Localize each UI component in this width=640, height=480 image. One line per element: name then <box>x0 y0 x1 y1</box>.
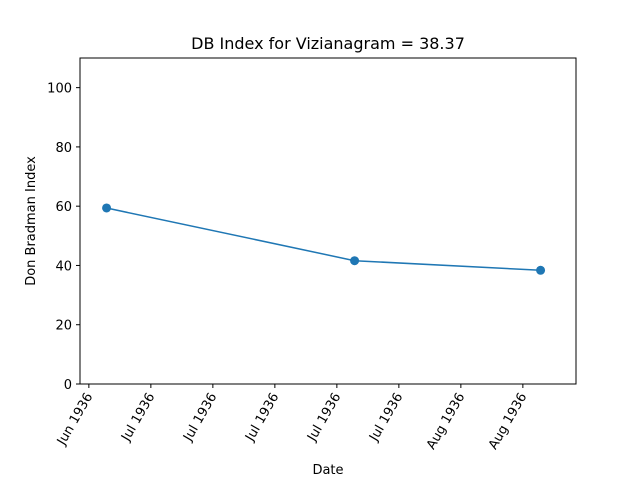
data-point <box>350 256 359 265</box>
y-axis-label: Don Bradman Index <box>24 156 39 286</box>
data-point <box>102 203 111 212</box>
y-tick-label: 80 <box>55 141 72 156</box>
y-tick-label: 0 <box>64 378 72 393</box>
chart-title: DB Index for Vizianagram = 38.37 <box>191 34 465 53</box>
y-tick-label: 20 <box>55 319 72 334</box>
x-axis-label: Date <box>312 463 343 478</box>
data-point <box>536 266 545 275</box>
y-tick-label: 40 <box>55 259 72 274</box>
y-tick-label: 100 <box>47 82 72 97</box>
y-tick-label: 60 <box>55 200 72 215</box>
